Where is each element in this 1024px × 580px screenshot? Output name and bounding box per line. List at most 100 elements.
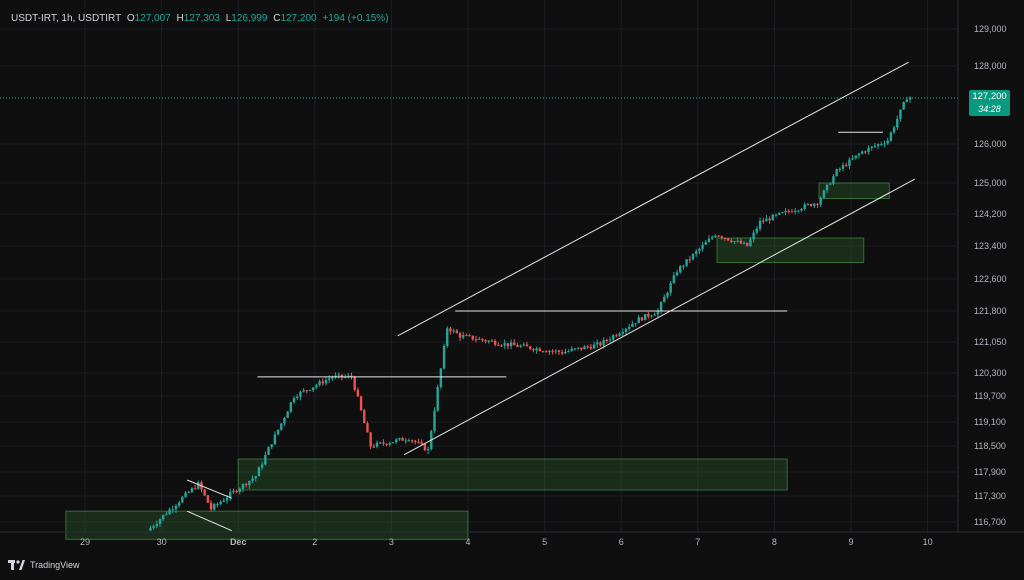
candle-body (177, 502, 181, 506)
candle-body (305, 390, 309, 392)
candle-body (436, 386, 439, 411)
candle-body (439, 368, 443, 387)
candle-body (580, 347, 583, 350)
candle-body (835, 169, 838, 177)
candle-body (538, 348, 542, 352)
candle-body (446, 328, 449, 346)
price-tick-label: 128,000 (974, 61, 1007, 71)
candle-body (410, 440, 414, 442)
time-tick-label: 5 (542, 537, 547, 547)
candle-body (219, 501, 222, 505)
candle-body (851, 158, 854, 160)
bar-countdown: 34:28 (978, 104, 1001, 114)
candle-body (283, 417, 286, 424)
candle-body (659, 302, 663, 311)
candle-body (229, 492, 232, 498)
candle-body (187, 492, 190, 494)
high-value: 127,303 (183, 13, 220, 24)
demand-zone[interactable] (237, 458, 788, 491)
candle-body (149, 527, 152, 531)
candle-body (640, 317, 644, 321)
candle-body (203, 489, 206, 496)
candle-body (270, 444, 273, 448)
chart-legend: USDT-IRT, 1h, USDTIRT O127,007 H127,303 … (11, 13, 389, 24)
candle-body (675, 272, 679, 276)
candle-body (624, 328, 628, 333)
candle-body (324, 380, 328, 384)
candle-body (299, 391, 302, 397)
flag-pattern-line[interactable] (186, 479, 233, 499)
candle-body (551, 350, 554, 352)
candle-body (848, 159, 851, 166)
candle-body (889, 132, 893, 141)
candle-body (867, 147, 870, 153)
candle-body (905, 99, 909, 103)
candle-body (206, 495, 210, 503)
channel-trend-line[interactable] (397, 61, 909, 337)
candle-body (809, 204, 813, 207)
candle-body (506, 343, 510, 347)
tradingview-brand[interactable]: TradingView (8, 560, 80, 570)
candle-body (477, 338, 481, 340)
demand-zone[interactable] (716, 237, 865, 263)
demand-zone[interactable] (818, 182, 890, 199)
candle-body (238, 488, 241, 492)
time-tick-label: 4 (465, 537, 470, 547)
candle-body (682, 265, 685, 267)
candle-body (592, 344, 596, 349)
candle-body (892, 127, 896, 133)
candle-body (650, 315, 653, 317)
candle-body (248, 480, 251, 486)
candle-body (417, 442, 420, 444)
candle-body (209, 502, 213, 510)
flag-pattern-line[interactable] (186, 510, 233, 532)
time-tick-label: 8 (772, 537, 777, 547)
candle-body (663, 296, 666, 303)
candle-body (292, 398, 296, 403)
candle-body (864, 151, 867, 153)
candle-body (822, 190, 826, 198)
symbol-label[interactable]: USDT-IRT, 1h, USDTIRT (11, 13, 122, 24)
candle-body (184, 492, 187, 498)
time-tick-label: 2 (312, 537, 317, 547)
candle-body (870, 146, 873, 148)
candle-body (589, 346, 593, 349)
candle-body (474, 339, 478, 341)
candle-body (806, 204, 810, 206)
candle-body (260, 464, 264, 468)
candle-body (608, 339, 612, 341)
price-tick-label: 121,050 (974, 337, 1007, 347)
channel-trend-line[interactable] (403, 178, 916, 456)
candle-body (800, 208, 803, 211)
candle-body (280, 423, 283, 430)
candle-body (222, 500, 226, 502)
candle-body (573, 348, 577, 350)
candle-body (605, 339, 609, 341)
price-tick-label: 117,300 (974, 491, 1006, 501)
candle-body (883, 143, 886, 145)
candle-body (391, 442, 395, 444)
candle-body (813, 203, 816, 207)
candle-body (832, 176, 835, 184)
candle-body (873, 145, 877, 147)
candle-body (886, 140, 889, 144)
demand-zone[interactable] (65, 510, 469, 540)
price-tick-label: 116,700 (974, 517, 1006, 527)
candle-body (225, 497, 229, 501)
candle-body (899, 109, 902, 119)
price-tick-label: 125,000 (974, 178, 1007, 188)
candle-body (529, 346, 532, 350)
candle-body (736, 240, 739, 242)
price-tick-label: 119,700 (974, 391, 1006, 401)
candle-body (758, 220, 762, 229)
candle-body (264, 454, 267, 465)
candle-body (455, 330, 459, 334)
candle-body (777, 212, 781, 215)
candle-body (714, 235, 717, 238)
time-tick-label: 7 (695, 537, 700, 547)
candles (149, 96, 912, 532)
candle-body (720, 236, 723, 238)
candle-body (321, 381, 324, 384)
candle-body (908, 97, 912, 100)
